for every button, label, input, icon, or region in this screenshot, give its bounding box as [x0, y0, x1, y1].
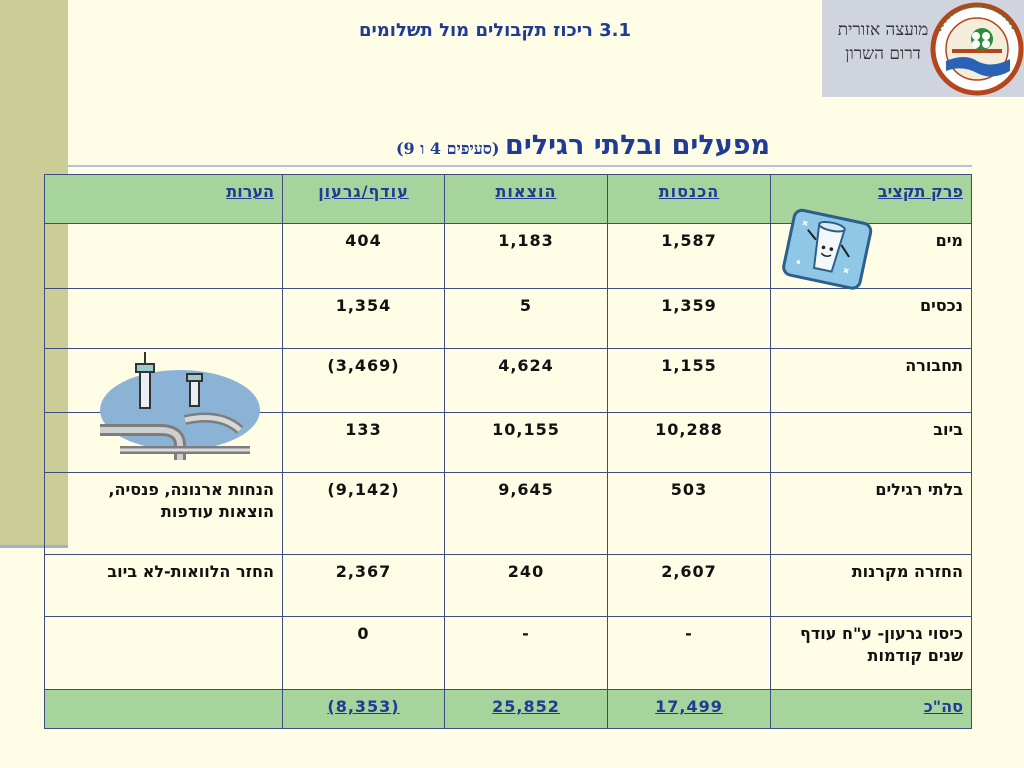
- council-emblem-icon: [930, 2, 1024, 96]
- logo-text: מועצה אזורית דרום השרון: [828, 18, 938, 66]
- total-income: 17,499: [607, 689, 771, 729]
- cell-expense: -: [444, 616, 608, 690]
- slide-subtitle: 3.1 ריכוז תקבולים מול תשלומים: [358, 20, 632, 41]
- cell-notes: החזר הלוואות-לא ביוב: [44, 554, 283, 617]
- cell-income: 1,359: [607, 288, 771, 349]
- cell-surplus: 133: [282, 412, 445, 473]
- cell-income: 503: [607, 472, 771, 555]
- cell-notes: הנחות ארנונה, פנסיה, הוצאות עודפות: [44, 472, 283, 555]
- cell-surplus: (3,469): [282, 348, 445, 413]
- cell-park: נכסים: [770, 288, 972, 349]
- table-row: נכסים 1,359 5 1,354: [44, 288, 972, 349]
- pipes-icon: [100, 352, 260, 460]
- total-surplus: (8,353): [282, 689, 445, 729]
- header-surplus: עודף/גרעון: [282, 174, 445, 224]
- cell-income: 10,288: [607, 412, 771, 473]
- header-income: הכנסות: [607, 174, 771, 224]
- header-expense: הוצאות: [444, 174, 608, 224]
- page-title-main: מפעלים ובלתי רגילים: [505, 130, 770, 161]
- cell-park: החזרה מקרנות: [770, 554, 972, 617]
- header-notes: הערות: [44, 174, 283, 224]
- table-row: החזרה מקרנות 2,607 240 2,367 החזר הלוואו…: [44, 554, 972, 617]
- cell-surplus: 2,367: [282, 554, 445, 617]
- cell-expense: 1,183: [444, 223, 608, 289]
- table-row: כיסוי גרעון- ע"ח עודף שנים קודמות - - 0: [44, 616, 972, 690]
- cell-expense: 4,624: [444, 348, 608, 413]
- cell-income: 2,607: [607, 554, 771, 617]
- cell-park: ביוב: [770, 412, 972, 473]
- cell-surplus: 0: [282, 616, 445, 690]
- cell-income: 1,587: [607, 223, 771, 289]
- table-total-row: סה"כ 17,499 25,852 (8,353): [44, 689, 972, 729]
- cell-park: כיסוי גרעון- ע"ח עודף שנים קודמות: [770, 616, 972, 690]
- cell-expense: 240: [444, 554, 608, 617]
- cell-surplus: 1,354: [282, 288, 445, 349]
- budget-table: פרק תקציב הכנסות הוצאות עודף/גרעון הערות…: [44, 174, 972, 729]
- cell-notes: [44, 616, 283, 690]
- page-title: מפעלים ובלתי רגילים (סעיפים 4 ו 9): [200, 130, 770, 161]
- side-rule: [0, 545, 68, 548]
- cell-expense: 5: [444, 288, 608, 349]
- water-glass-icon: [782, 208, 873, 290]
- logo-line-2: דרום השרון: [845, 44, 921, 64]
- cell-expense: 10,155: [444, 412, 608, 473]
- cell-surplus: 404: [282, 223, 445, 289]
- cell-expense: 9,645: [444, 472, 608, 555]
- cell-park: תחבורה: [770, 348, 972, 413]
- logo-line-1: מועצה אזורית: [837, 20, 929, 40]
- cell-income: -: [607, 616, 771, 690]
- total-notes: [44, 689, 283, 729]
- table-row: תחבורה 1,155 4,624 (3,469): [44, 348, 972, 413]
- title-divider: [68, 165, 972, 167]
- table-header-row: פרק תקציב הכנסות הוצאות עודף/גרעון הערות: [44, 174, 972, 224]
- cell-surplus: (9,142): [282, 472, 445, 555]
- table-row: בלתי רגילים 503 9,645 (9,142) הנחות ארנו…: [44, 472, 972, 555]
- total-park: סה"כ: [770, 689, 972, 729]
- cell-park: בלתי רגילים: [770, 472, 972, 555]
- cell-income: 1,155: [607, 348, 771, 413]
- total-expense: 25,852: [444, 689, 608, 729]
- page-title-note: (סעיפים 4 ו 9): [395, 139, 500, 158]
- cell-notes: [44, 288, 283, 349]
- cell-notes: [44, 223, 283, 289]
